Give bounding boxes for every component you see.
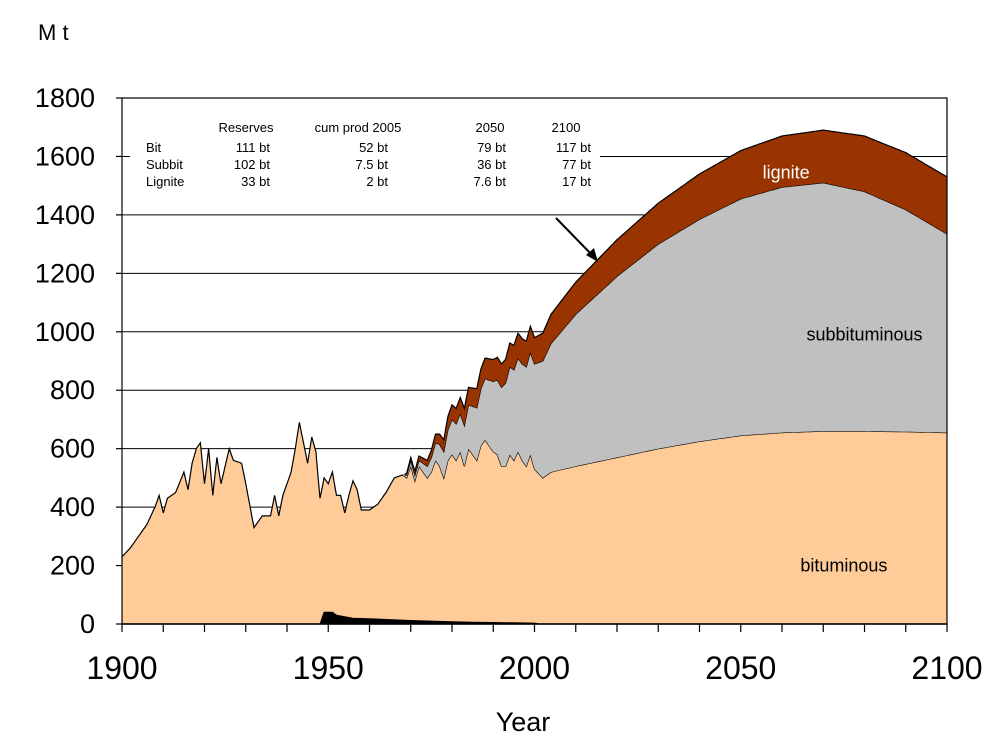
x-tick-label: 1900	[86, 650, 157, 686]
table-cell: 102 bt	[234, 157, 271, 172]
table-cell: 17 bt	[562, 174, 591, 189]
x-axis-label: Year	[496, 707, 551, 733]
x-tick-label: 2000	[499, 650, 570, 686]
table-cell: 77 bt	[562, 157, 591, 172]
lignite-area	[122, 130, 947, 557]
y-axis-ticks: 0 200 400 600 800 1000 1200 1400 1600 1800	[35, 83, 95, 639]
x-tick-label: 2100	[911, 650, 982, 686]
table-cell: 111 bt	[236, 140, 271, 155]
table-header: 2100	[552, 120, 581, 135]
table-arrow	[555, 217, 598, 262]
reserves-table: Reserves cum prod 2005 2050 2100 Bit 111 bt 52…	[130, 112, 600, 208]
bituminous-label: bituminous	[800, 556, 887, 576]
table-cell: 117 bt	[556, 140, 592, 155]
y-tick-label: 1000	[35, 317, 95, 347]
table-cell: 2 bt	[366, 174, 388, 189]
table-background	[130, 112, 600, 208]
table-header: 2050	[476, 120, 505, 135]
table-cell: Lignite	[146, 174, 184, 189]
table-cell: 36 bt	[477, 157, 506, 172]
y-tick-label: 600	[50, 434, 95, 464]
y-unit-label: M t	[38, 20, 69, 45]
table-header: Reserves	[219, 120, 274, 135]
lignite-line	[404, 129, 948, 475]
arrow-head	[586, 248, 598, 262]
lignite-label: lignite	[763, 163, 810, 183]
subbituminous-area	[122, 182, 947, 557]
table-cell: 52 bt	[359, 140, 388, 155]
arrow-line	[555, 217, 595, 258]
area-labels: lignite subbituminous bituminous	[763, 163, 923, 576]
table-header: cum prod 2005	[315, 120, 402, 135]
table-cell: Bit	[146, 140, 162, 155]
x-tick-label: 1950	[293, 650, 364, 686]
y-tick-label: 400	[50, 492, 95, 522]
y-tick-label: 1800	[35, 83, 95, 113]
table-cell: Subbit	[146, 157, 183, 172]
area-series	[121, 129, 948, 625]
y-tick-label: 1200	[35, 258, 95, 288]
bituminous-area	[122, 422, 947, 624]
y-tick-label: 200	[50, 551, 95, 581]
table-cell: 79 bt	[477, 140, 506, 155]
table-cell: 7.5 bt	[355, 157, 388, 172]
x-axis-ticks: 1900 1950 2000 2050 2100	[86, 650, 982, 686]
table-cell: 33 bt	[241, 174, 270, 189]
y-tick-label: 800	[50, 375, 95, 405]
axes	[116, 97, 948, 632]
subbituminous-label: subbituminous	[806, 325, 922, 345]
y-tick-label: 0	[80, 609, 95, 639]
y-tick-label: 1600	[35, 141, 95, 171]
table-cell: 7.6 bt	[473, 174, 506, 189]
x-tick-label: 2050	[705, 650, 776, 686]
y-tick-label: 1400	[35, 200, 95, 230]
